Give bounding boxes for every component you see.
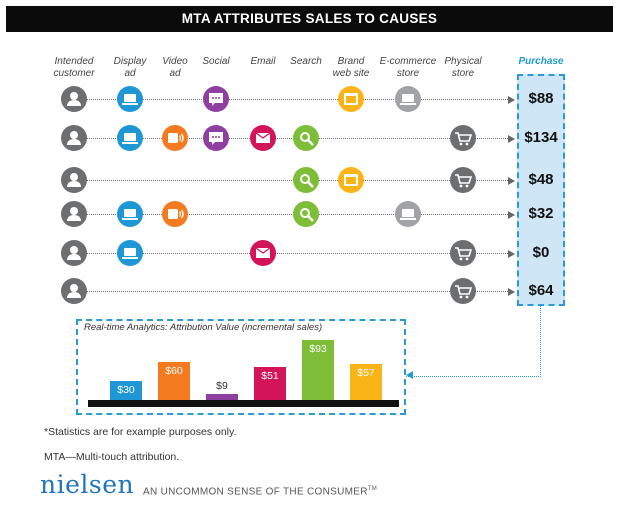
chat-bubble-icon (203, 125, 229, 151)
person-icon (61, 201, 87, 227)
page-title: MTA ATTRIBUTES SALES TO CAUSES (6, 6, 613, 32)
chart-baseline (88, 400, 399, 407)
purchase-column (517, 74, 565, 306)
column-header-line: Email (250, 56, 276, 67)
chart-bar (110, 380, 142, 400)
column-header: Video ad (146, 56, 204, 80)
journey-arrowhead (508, 176, 515, 185)
purchase-value: $0 (532, 244, 550, 261)
purchase-value: $64 (528, 282, 554, 299)
bar-value-label: $57 (357, 366, 375, 379)
shopping-cart-icon (450, 125, 476, 151)
journey-arrowhead (508, 210, 515, 219)
column-header-line: Display (113, 56, 147, 67)
browser-window-icon (338, 167, 364, 193)
laptop-icon (117, 240, 143, 266)
column-header-line: ad (124, 68, 136, 79)
journey-line (74, 253, 512, 254)
bar-value-label: $60 (165, 364, 183, 377)
chart-bar (350, 363, 382, 400)
nielsen-logo: nielsen (40, 470, 135, 499)
person-icon (61, 86, 87, 112)
bar-value-label: $51 (261, 370, 279, 383)
person-icon (61, 125, 87, 151)
laptop-icon (395, 201, 421, 227)
shopping-cart-icon (450, 278, 476, 304)
shopping-cart-icon (450, 167, 476, 193)
laptop-icon (117, 86, 143, 112)
browser-window-icon (338, 86, 364, 112)
journey-line (74, 99, 512, 100)
person-icon (61, 167, 87, 193)
column-header: Search (277, 56, 335, 68)
envelope-icon (250, 240, 276, 266)
chart-bar (158, 361, 190, 400)
shopping-cart-icon (450, 240, 476, 266)
column-header-line: Physical (444, 56, 482, 67)
column-header-line: E-commerce (379, 56, 437, 67)
column-header-line: web site (332, 68, 370, 79)
person-icon (61, 240, 87, 266)
purchase-value: $134 (524, 129, 558, 146)
video-icon (162, 201, 188, 227)
purchase-value: $88 (528, 90, 554, 107)
person-icon (61, 278, 87, 304)
chart-title: Real-time Analytics: Attribution Value (… (84, 322, 323, 333)
column-header-line: store (396, 68, 420, 79)
chart-bar (206, 394, 238, 400)
stats-footnote: *Statistics are for example purposes onl… (44, 426, 237, 438)
column-header-line: store (451, 68, 475, 79)
column-header: Intended customer (45, 56, 103, 80)
video-icon (162, 125, 188, 151)
magnifier-icon (293, 201, 319, 227)
laptop-icon (117, 125, 143, 151)
column-header: Email (234, 56, 292, 68)
chart-bar (254, 367, 286, 400)
purchase-to-chart-connector (406, 306, 541, 377)
column-header-line: Video (162, 56, 188, 67)
tagline-text: AN UNCOMMON SENSE OF THE CONSUMER (143, 486, 368, 498)
chat-bubble-icon (203, 86, 229, 112)
column-header: Display ad (101, 56, 159, 80)
column-header: Brand web site (322, 56, 380, 80)
column-header-line: Search (290, 56, 322, 67)
column-header: Purchase (512, 56, 570, 68)
connector-arrowhead (406, 371, 413, 379)
chart-bar (302, 340, 334, 400)
journey-arrowhead (508, 134, 515, 143)
bar-value-label: $30 (117, 383, 135, 396)
column-header: E-commerce store (379, 56, 437, 80)
column-header-line: ad (169, 68, 181, 79)
column-header: Social (187, 56, 245, 68)
column-header-line: Intended (54, 56, 94, 67)
bar-value-label: $93 (309, 343, 327, 356)
purchase-value: $32 (528, 205, 554, 222)
mta-footnote: MTA—Multi-touch attribution. (44, 451, 180, 463)
tagline: AN UNCOMMON SENSE OF THE CONSUMERTM (143, 486, 377, 497)
journey-arrowhead (508, 249, 515, 258)
laptop-icon (117, 201, 143, 227)
column-header-line: Social (202, 56, 230, 67)
envelope-icon (250, 125, 276, 151)
column-header-line: Brand (337, 56, 365, 67)
journey-line (74, 291, 512, 292)
laptop-icon (395, 86, 421, 112)
journey-arrowhead (508, 287, 515, 296)
column-header-line: Purchase (518, 56, 564, 67)
column-header-line: customer (53, 68, 95, 79)
trademark-mark: TM (367, 486, 377, 492)
column-header: Physical store (434, 56, 492, 80)
magnifier-icon (293, 125, 319, 151)
magnifier-icon (293, 167, 319, 193)
journey-arrowhead (508, 95, 515, 104)
purchase-value: $48 (528, 171, 554, 188)
bar-value-label: $9 (216, 380, 228, 393)
